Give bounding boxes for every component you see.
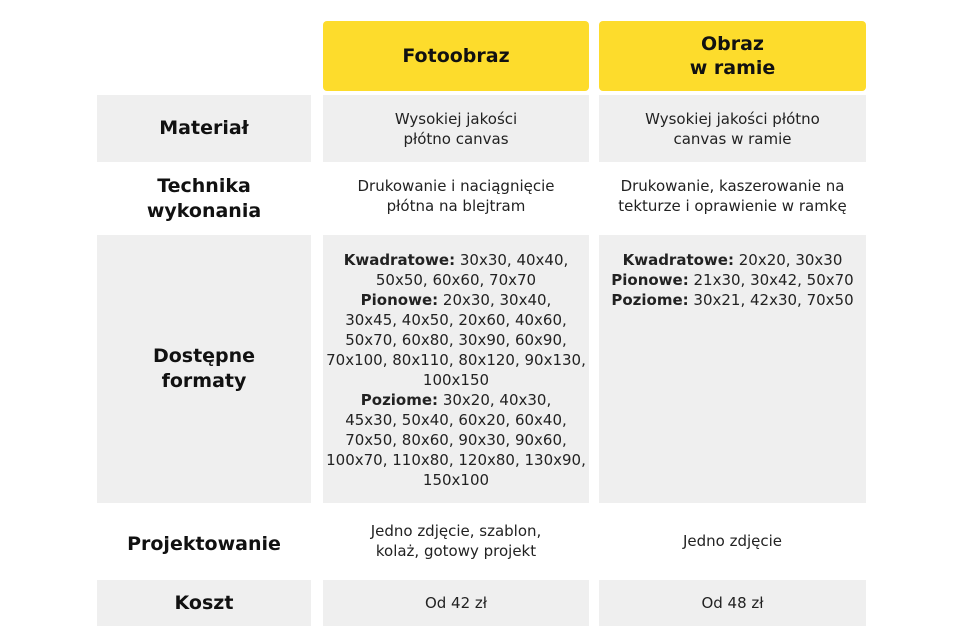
formaty-ramie-kwadratowe-label: Kwadratowe: [622, 251, 734, 269]
cell-material-obraz-w-ramie: Wysokiej jakości płótno canvas w ramie [599, 95, 866, 162]
row-label-technika-line-1: Technika [157, 174, 251, 197]
cell-technika-obraz-w-ramie: Drukowanie, kaszerowanie na tekturze i o… [599, 165, 866, 227]
formaty-fotoobraz-kwadratowe-line-1: 30x30, 40x40, [459, 251, 569, 269]
cell-material-fotoobraz-line-2: płótno canvas [403, 129, 509, 148]
cell-projektowanie-obraz-w-ramie: Jedno zdjęcie [599, 510, 866, 572]
formaty-fotoobraz-pionowe-line-3: 50x70, 60x80, 30x90, 60x90, [345, 331, 567, 349]
formaty-ramie-pionowe-value: 21x30, 30x42, 50x70 [693, 271, 854, 289]
column-header-obraz-w-ramie-line-1: Obraz [700, 33, 764, 55]
formaty-fotoobraz-pionowe: Pionowe: 20x30, 30x40, [361, 290, 552, 310]
column-header-obraz-w-ramie-line-2: w ramie [689, 57, 776, 79]
cell-koszt-fotoobraz: Od 42 zł [323, 580, 589, 626]
formaty-ramie-poziome-label: Poziome: [611, 291, 689, 309]
row-label-formaty-line-2: formaty [161, 370, 247, 392]
cell-technika-fotoobraz-line-2: płótna na blejtram [386, 197, 526, 215]
formaty-fotoobraz-poziome-line-4: 100x70, 110x80, 120x80, 130x90, [326, 451, 586, 469]
formaty-fotoobraz-pionowe-line-1: 20x30, 30x40, [442, 291, 552, 309]
cell-formaty-obraz-w-ramie: Kwadratowe: 20x20, 30x30 Pionowe: 21x30,… [599, 235, 866, 503]
cell-koszt-fotoobraz-value: Od 42 zł [424, 594, 488, 612]
formaty-fotoobraz-pionowe-label: Pionowe: [360, 291, 439, 309]
cell-projektowanie-obraz-w-ramie-line-1: Jedno zdjęcie [682, 532, 783, 550]
formaty-fotoobraz-pionowe-line-4: 70x100, 80x110, 80x120, 90x130, [326, 351, 586, 369]
formaty-fotoobraz-poziome-line-2: 45x30, 50x40, 60x20, 60x40, [345, 411, 567, 429]
cell-koszt-obraz-w-ramie-value: Od 48 zł [701, 594, 764, 612]
formaty-fotoobraz-pionowe-line-2: 30x45, 40x50, 20x60, 40x60, [345, 311, 567, 329]
column-header-obraz-w-ramie: Obraz w ramie [599, 21, 866, 91]
row-label-material-text: Materiał [159, 117, 249, 139]
formaty-ramie-kwadratowe: Kwadratowe: 20x20, 30x30 [623, 250, 843, 270]
formaty-fotoobraz-kwadratowe: Kwadratowe: 30x30, 40x40, [344, 250, 569, 270]
row-label-koszt: Koszt [97, 580, 311, 626]
formaty-ramie-poziome-value: 30x21, 42x30, 70x50 [693, 291, 854, 309]
cell-material-fotoobraz: Wysokiej jakości płótno canvas [323, 95, 589, 162]
cell-projektowanie-fotoobraz-line-1: Jedno zdjęcie, szablon, [370, 522, 542, 540]
row-label-koszt-text: Koszt [174, 591, 234, 614]
formaty-ramie-pionowe: Pionowe: 21x30, 30x42, 50x70 [611, 270, 853, 290]
cell-technika-obraz-w-ramie-line-2: tekturze i oprawienie w ramkę [618, 197, 847, 215]
cell-material-obraz-w-ramie-line-1: Wysokiej jakości płótno [645, 109, 820, 128]
formaty-fotoobraz-poziome-line-1: 30x20, 40x30, [442, 391, 552, 409]
formaty-fotoobraz-kwadratowe-line-2: 50x50, 60x60, 70x70 [375, 271, 537, 289]
cell-projektowanie-fotoobraz: Jedno zdjęcie, szablon, kolaż, gotowy pr… [323, 510, 589, 572]
row-label-formaty-line-1: Dostępne [152, 345, 256, 367]
cell-koszt-obraz-w-ramie: Od 48 zł [599, 580, 866, 626]
formaty-ramie-poziome: Poziome: 30x21, 42x30, 70x50 [611, 290, 853, 310]
column-header-fotoobraz-line-1: Fotoobraz [402, 45, 510, 67]
cell-projektowanie-fotoobraz-line-2: kolaż, gotowy projekt [375, 542, 537, 560]
column-header-fotoobraz: Fotoobraz [323, 21, 589, 91]
row-label-formaty: Dostępne formaty [97, 235, 311, 503]
formaty-ramie-kwadratowe-value: 20x20, 30x30 [738, 251, 843, 269]
cell-formaty-fotoobraz: Kwadratowe: 30x30, 40x40, 50x50, 60x60, … [323, 235, 589, 503]
row-label-projektowanie-text: Projektowanie [127, 532, 281, 555]
cell-technika-fotoobraz-line-1: Drukowanie i naciągnięcie [357, 177, 555, 195]
row-label-technika-line-2: wykonania [146, 199, 262, 222]
cell-material-fotoobraz-line-1: Wysokiej jakości [394, 109, 518, 128]
formaty-fotoobraz-poziome: Poziome: 30x20, 40x30, [361, 390, 551, 410]
formaty-ramie-pionowe-label: Pionowe: [611, 271, 689, 289]
cell-material-obraz-w-ramie-line-2: canvas w ramie [673, 129, 792, 148]
formaty-fotoobraz-poziome-label: Poziome: [360, 391, 439, 409]
formaty-fotoobraz-poziome-line-5: 150x100 [422, 471, 490, 489]
row-label-technika: Technika wykonania [97, 165, 311, 232]
cell-technika-obraz-w-ramie-line-1: Drukowanie, kaszerowanie na [620, 177, 845, 195]
formaty-fotoobraz-poziome-line-3: 70x50, 80x60, 90x30, 90x60, [345, 431, 567, 449]
row-label-material: Materiał [97, 95, 311, 162]
formaty-fotoobraz-kwadratowe-label: Kwadratowe: [343, 251, 456, 269]
row-label-projektowanie: Projektowanie [97, 513, 311, 575]
cell-technika-fotoobraz: Drukowanie i naciągnięcie płótna na blej… [323, 165, 589, 227]
formaty-fotoobraz-pionowe-line-5: 100x150 [422, 371, 490, 389]
